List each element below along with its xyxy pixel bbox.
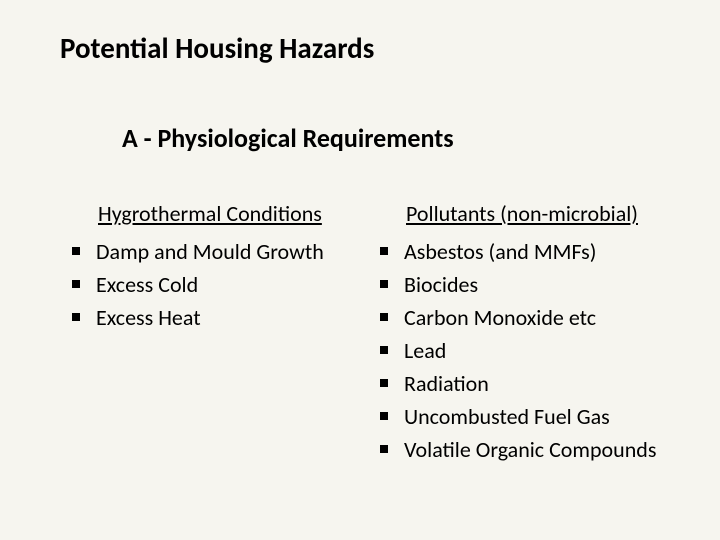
item-text: Damp and Mould Growth <box>96 235 324 268</box>
item-text: Asbestos (and MMFs) <box>404 235 596 268</box>
list-item: Carbon Monoxide etc <box>368 301 678 334</box>
list-item: Excess Cold <box>60 268 340 301</box>
left-heading: Hygrothermal Conditions <box>98 200 340 227</box>
bullet-icon <box>380 346 388 354</box>
bullet-icon <box>380 280 388 288</box>
item-text: Carbon Monoxide etc <box>404 301 596 334</box>
content-columns: Hygrothermal Conditions Damp and Mould G… <box>60 200 678 466</box>
bullet-icon <box>380 247 388 255</box>
item-text: Uncombusted Fuel Gas <box>404 400 610 433</box>
bullet-icon <box>380 412 388 420</box>
item-text: Biocides <box>404 268 478 301</box>
bullet-icon <box>72 313 80 321</box>
list-item: Biocides <box>368 268 678 301</box>
list-item: Damp and Mould Growth <box>60 235 340 268</box>
slide-subtitle: A - Physiological Requirements <box>122 122 678 154</box>
item-text: Radiation <box>404 367 489 400</box>
list-item: Volatile Organic Compounds <box>368 433 678 466</box>
right-column: Pollutants (non-microbial) Asbestos (and… <box>368 200 678 466</box>
item-text: Volatile Organic Compounds <box>404 433 656 466</box>
bullet-icon <box>380 445 388 453</box>
list-item: Uncombusted Fuel Gas <box>368 400 678 433</box>
list-item: Lead <box>368 334 678 367</box>
bullet-icon <box>72 280 80 288</box>
slide-title: Potential Housing Hazards <box>60 30 678 66</box>
list-item: Asbestos (and MMFs) <box>368 235 678 268</box>
bullet-icon <box>72 247 80 255</box>
item-text: Excess Heat <box>96 301 201 334</box>
list-item: Radiation <box>368 367 678 400</box>
bullet-icon <box>380 313 388 321</box>
left-column: Hygrothermal Conditions Damp and Mould G… <box>60 200 340 466</box>
left-list: Damp and Mould Growth Excess Cold Excess… <box>60 235 340 334</box>
item-text: Lead <box>404 334 446 367</box>
list-item: Excess Heat <box>60 301 340 334</box>
right-list: Asbestos (and MMFs) Biocides Carbon Mono… <box>368 235 678 466</box>
bullet-icon <box>380 379 388 387</box>
right-heading: Pollutants (non-microbial) <box>406 200 678 227</box>
item-text: Excess Cold <box>96 268 198 301</box>
